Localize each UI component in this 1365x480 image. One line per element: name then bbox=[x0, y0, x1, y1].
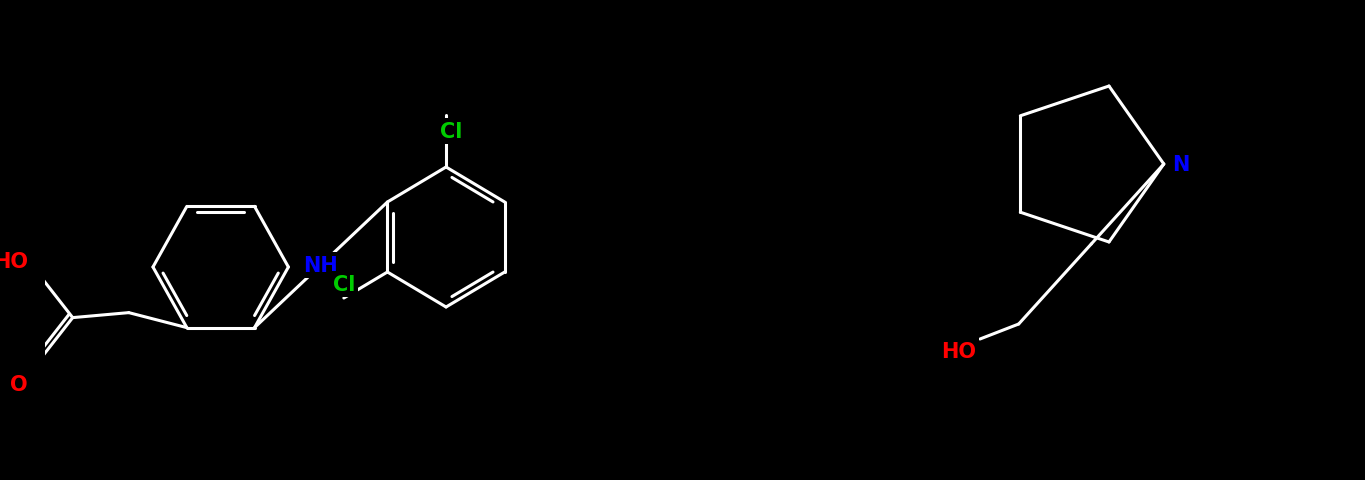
Text: O: O bbox=[10, 374, 27, 394]
Text: N: N bbox=[1173, 155, 1190, 175]
Text: Cl: Cl bbox=[440, 122, 463, 142]
Text: Cl: Cl bbox=[333, 275, 355, 294]
Text: HO: HO bbox=[942, 341, 976, 361]
Text: HO: HO bbox=[0, 251, 29, 271]
Text: NH: NH bbox=[303, 255, 339, 275]
